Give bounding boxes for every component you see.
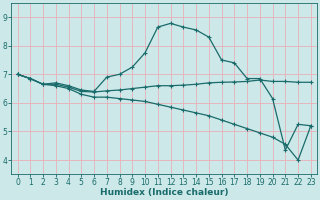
X-axis label: Humidex (Indice chaleur): Humidex (Indice chaleur) [100,188,228,197]
